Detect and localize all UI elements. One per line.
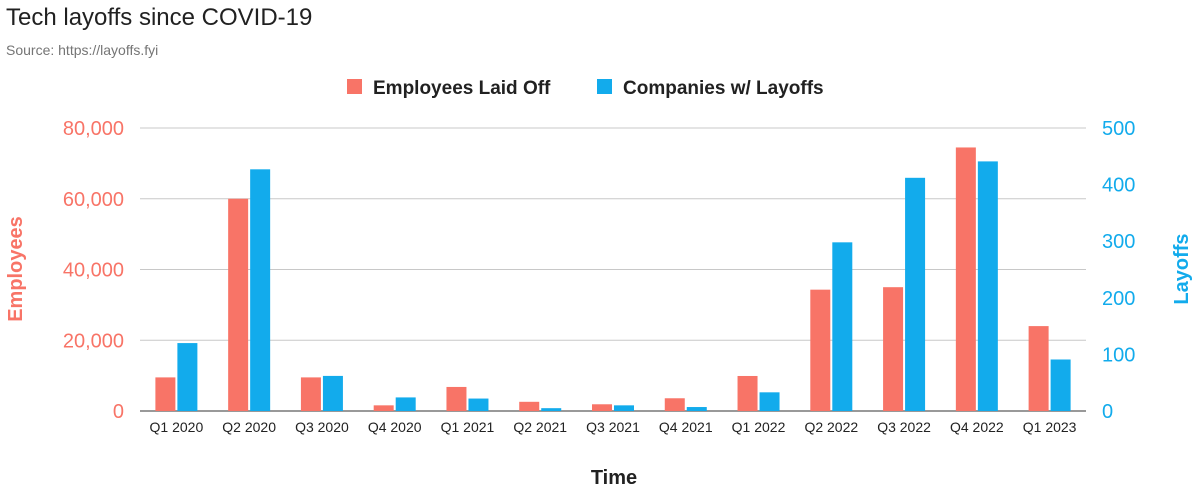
y-axis-right-title: Layoffs [1171, 233, 1193, 304]
x-tick: Q1 2022 [732, 419, 786, 435]
chart-subtitle: Source: https://layoffs.fyi [6, 42, 159, 58]
y-tick-left: 60,000 [63, 189, 124, 211]
bar-employees [810, 289, 831, 411]
y-tick-right: 300 [1102, 231, 1135, 253]
bar-companies [250, 169, 271, 411]
bar-companies [905, 177, 926, 411]
y-tick-right: 400 [1102, 175, 1135, 197]
x-tick: Q3 2020 [295, 419, 349, 435]
x-tick: Q4 2022 [950, 419, 1004, 435]
bar-employees [446, 386, 467, 411]
grid-lines [140, 127, 1086, 412]
bar-companies [977, 161, 998, 411]
bar-companies [1050, 359, 1071, 411]
x-tick: Q2 2021 [513, 419, 567, 435]
bar-companies [177, 343, 198, 411]
bar-employees [737, 375, 758, 411]
bar-companies [468, 398, 489, 411]
x-tick: Q1 2023 [1023, 419, 1077, 435]
y-tick-left: 80,000 [63, 118, 124, 140]
x-tick: Q1 2021 [441, 419, 495, 435]
x-tick: Q2 2022 [804, 419, 858, 435]
bar-employees [883, 287, 904, 411]
bar-companies [759, 392, 780, 411]
legend-label-employees: Employees Laid Off [373, 78, 551, 99]
bar-companies [322, 375, 343, 411]
x-axis-title: Time [591, 467, 637, 489]
bars [155, 147, 1071, 412]
y-tick-left: 40,000 [63, 260, 124, 282]
bar-employees [664, 398, 685, 411]
tick-labels: 0 20,000 40,000 60,000 80,000 0 100 200 300 400 50… [63, 118, 1136, 435]
y-tick-left: 0 [113, 401, 124, 423]
bar-employees [155, 377, 176, 411]
bar-companies [832, 242, 853, 411]
bar-employees [228, 198, 249, 411]
legend-swatch-employees [347, 79, 362, 94]
x-tick: Q3 2022 [877, 419, 931, 435]
y-tick-right: 100 [1102, 344, 1135, 366]
y-tick-right: 200 [1102, 288, 1135, 310]
y-tick-right: 500 [1102, 118, 1135, 140]
bar-employees [373, 405, 394, 411]
bar-companies [541, 408, 562, 411]
bar-companies [395, 397, 416, 411]
legend: Employees Laid Off Companies w/ Layoffs [347, 78, 824, 99]
x-tick: Q3 2021 [586, 419, 640, 435]
y-axis-left-title: Employees [5, 216, 27, 322]
y-tick-right: 0 [1102, 401, 1113, 423]
bar-companies [686, 407, 707, 411]
bar-employees [519, 401, 540, 411]
x-tick: Q4 2020 [368, 419, 422, 435]
chart-title: Tech layoffs since COVID-19 [6, 4, 313, 31]
x-tick: Q1 2020 [150, 419, 204, 435]
bar-employees [592, 404, 612, 411]
bar-employees [955, 147, 976, 412]
x-tick: Q4 2021 [659, 419, 713, 435]
x-tick: Q2 2020 [222, 419, 276, 435]
y-tick-left: 20,000 [63, 330, 124, 352]
bar-employees [300, 377, 321, 411]
legend-swatch-companies [597, 79, 612, 94]
legend-label-companies: Companies w/ Layoffs [623, 78, 824, 99]
bar-companies [614, 405, 634, 411]
bar-employees [1028, 326, 1049, 411]
